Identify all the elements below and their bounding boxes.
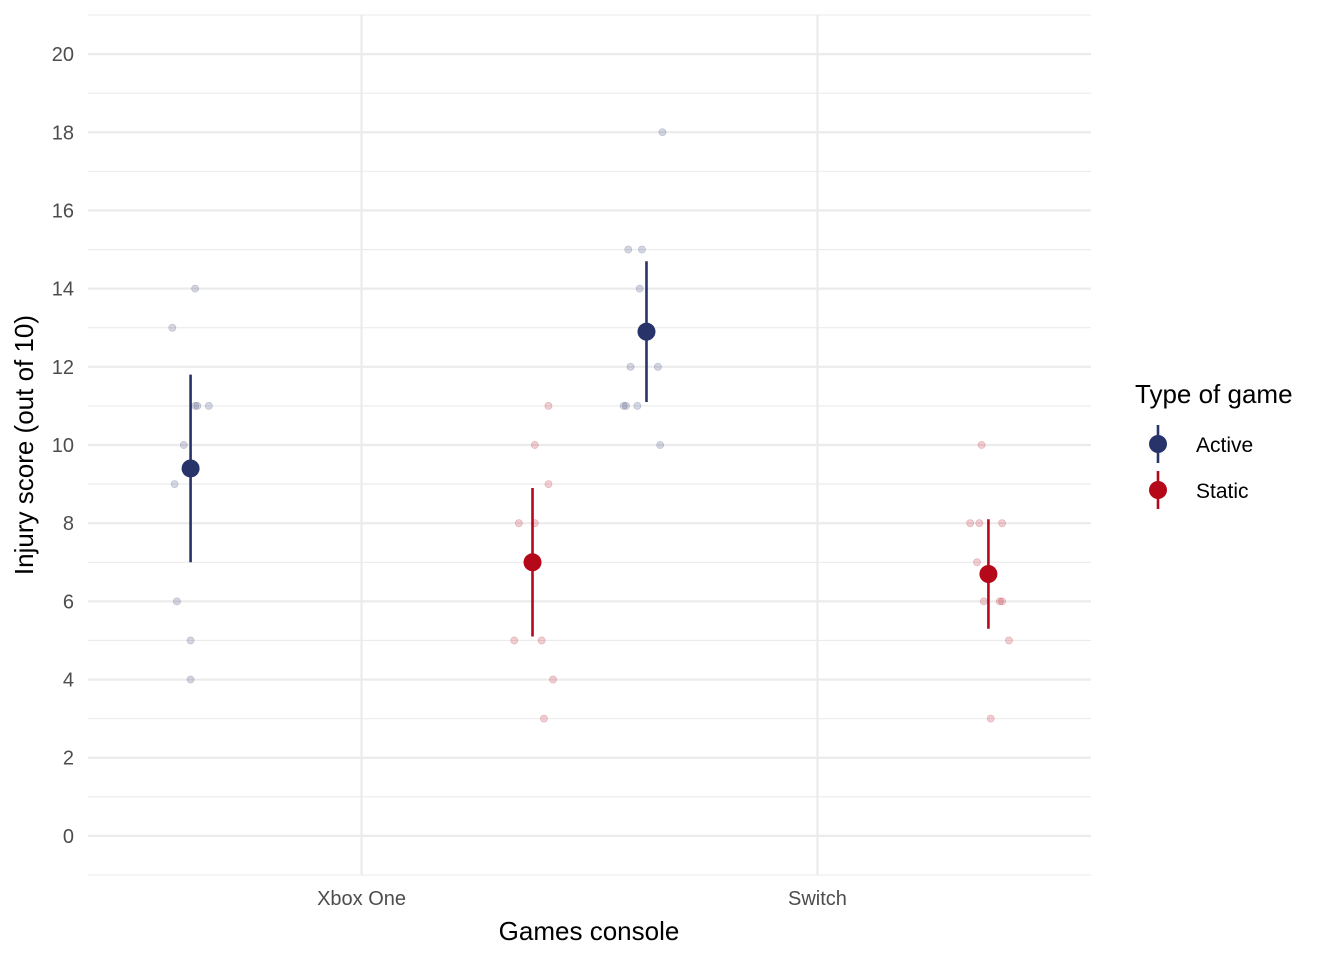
raw-data-point — [544, 480, 553, 488]
raw-points-layer — [168, 128, 1013, 723]
raw-data-point — [635, 284, 644, 293]
raw-data-point — [510, 636, 519, 645]
raw-data-point — [540, 714, 548, 723]
summary-layer — [181, 261, 998, 637]
y-tick-label: 8 — [63, 513, 74, 535]
raw-data-point — [544, 402, 553, 410]
legend-label: Static — [1196, 480, 1249, 503]
x-tick-labels: Xbox One Switch — [317, 888, 847, 910]
raw-data-point — [186, 675, 195, 684]
raw-data-point — [626, 362, 635, 371]
raw-data-point — [624, 245, 633, 254]
legend-item: Active — [1149, 425, 1253, 463]
mean-point — [181, 459, 200, 478]
raw-data-point — [549, 675, 557, 684]
raw-data-point — [995, 597, 1004, 606]
raw-data-point — [514, 519, 523, 528]
raw-data-point — [530, 441, 539, 449]
y-tick-label: 10 — [52, 435, 74, 457]
raw-data-point — [191, 284, 200, 293]
y-tick-label: 14 — [52, 279, 74, 301]
raw-data-point — [998, 597, 1006, 606]
raw-data-point — [622, 402, 630, 410]
y-axis-title: Injury score (out of 10) — [9, 315, 39, 575]
y-tick-labels: 0 2 4 6 8 10 12 14 16 18 20 — [52, 44, 74, 848]
y-tick-label: 16 — [52, 200, 74, 222]
raw-data-point — [638, 245, 646, 254]
y-tick-label: 18 — [52, 122, 74, 144]
legend: Type of game Active Static — [1135, 379, 1293, 509]
raw-data-point — [973, 558, 981, 567]
raw-data-point — [619, 402, 628, 410]
legend-title: Type of game — [1135, 379, 1293, 409]
raw-data-point — [173, 597, 181, 606]
mean-point — [637, 322, 656, 341]
raw-data-point — [658, 128, 667, 137]
raw-data-point — [633, 402, 642, 410]
raw-data-point — [656, 441, 665, 449]
legend-item: Static — [1149, 471, 1249, 509]
raw-data-point — [179, 441, 188, 449]
raw-data-point — [979, 597, 988, 606]
legend-key-point — [1149, 435, 1167, 453]
x-tick-label: Switch — [788, 888, 847, 910]
raw-data-point — [977, 441, 986, 449]
mean-point — [523, 553, 542, 572]
mean-point — [979, 565, 998, 583]
y-tick-label: 0 — [63, 826, 74, 848]
raw-data-point — [1005, 636, 1013, 645]
legend-items: Active Static — [1149, 425, 1253, 509]
raw-data-point — [986, 714, 995, 723]
x-tick-label: Xbox One — [317, 888, 406, 910]
y-tick-label: 2 — [63, 748, 74, 770]
raw-data-point — [537, 636, 546, 645]
legend-key-point — [1149, 481, 1167, 499]
raw-data-point — [204, 402, 213, 410]
y-tick-label: 6 — [63, 591, 74, 613]
raw-data-point — [170, 480, 179, 488]
y-tick-label: 4 — [63, 670, 74, 692]
y-tick-label: 20 — [52, 44, 74, 66]
raw-data-point — [653, 362, 662, 371]
legend-label: Active — [1196, 434, 1253, 457]
grid-layer — [88, 14, 1091, 876]
x-axis-title: Games console — [499, 916, 680, 946]
raw-data-point — [966, 519, 975, 528]
y-tick-label: 12 — [52, 357, 74, 379]
raw-data-point — [193, 402, 202, 410]
raw-data-point — [975, 519, 984, 528]
raw-data-point — [168, 323, 177, 332]
raw-data-point — [186, 636, 195, 645]
raw-data-point — [998, 519, 1006, 528]
